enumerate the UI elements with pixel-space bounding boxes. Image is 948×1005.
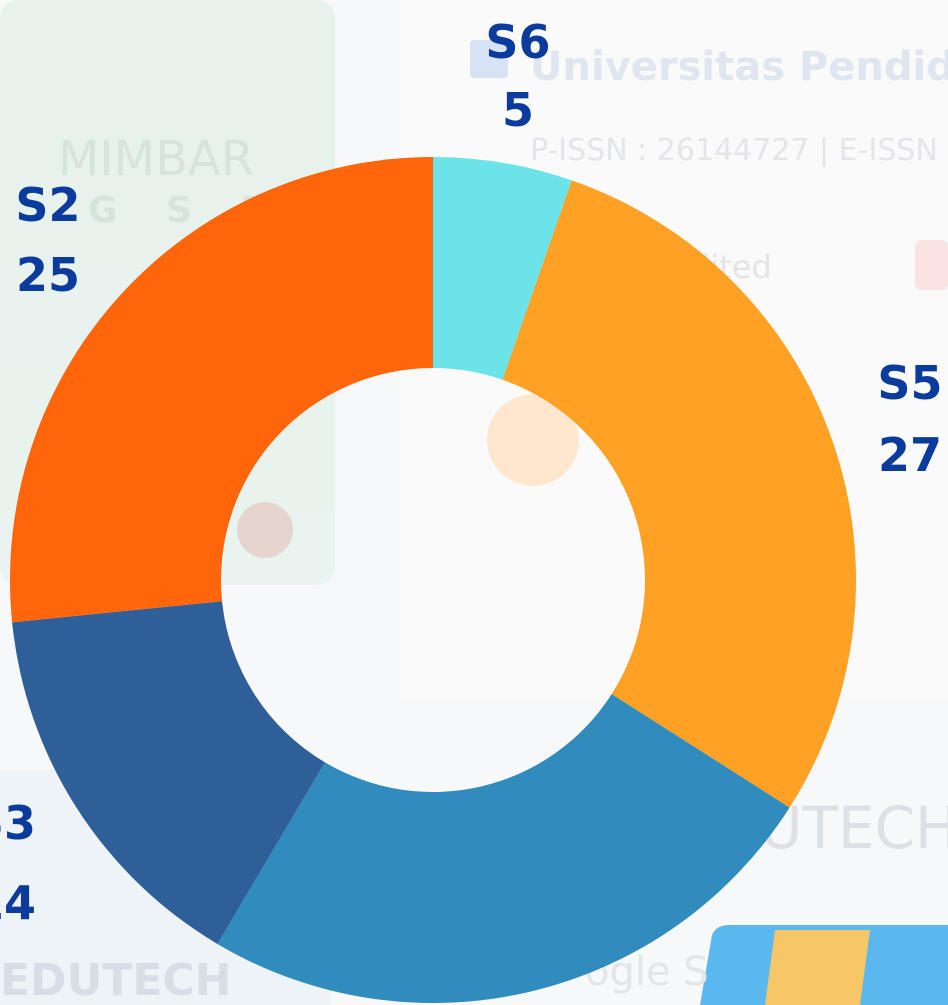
donut-segment [9, 157, 433, 623]
segment-name: S6 [485, 15, 550, 69]
segment-value: 25 [16, 248, 80, 302]
labels: S6 5 S5 27 S3 14 S2 25 [0, 15, 943, 930]
background-text: Universitas Pendidika [530, 44, 948, 90]
background-text: EDUTECH [0, 955, 232, 1005]
segment-name: S3 [0, 796, 36, 850]
donut-segment [217, 694, 790, 1003]
background-text: MIMBAR [58, 131, 254, 187]
donut-segment [502, 180, 856, 808]
background-icon [237, 502, 293, 558]
background-shape [765, 930, 870, 1005]
donut [9, 157, 856, 1003]
background-text: UTECH [760, 794, 948, 862]
segment-value: 14 [0, 876, 36, 930]
background-icon [487, 394, 579, 486]
background-badge [915, 240, 948, 290]
donut-segment [433, 157, 572, 380]
donut-segment [12, 601, 325, 944]
segment-value: 27 [878, 428, 942, 482]
segment-value: 5 [502, 83, 534, 137]
segment-name: S5 [877, 356, 942, 410]
segment-name: S2 [15, 178, 80, 232]
background-icon [470, 40, 508, 78]
background-text: P-ISSN : 26144727 | E-ISSN : [530, 133, 948, 168]
